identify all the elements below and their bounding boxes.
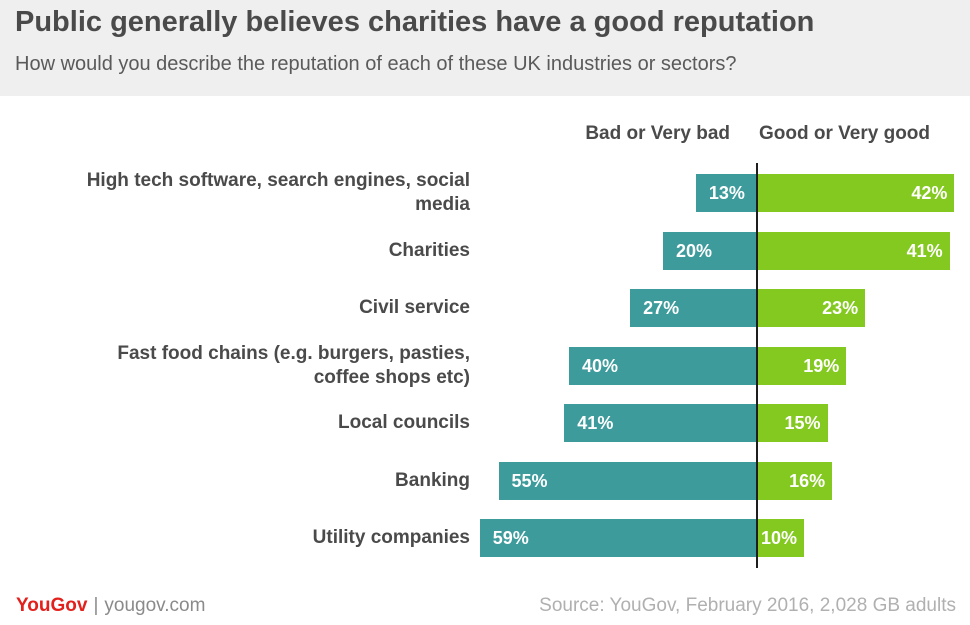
bar-good: 16%: [757, 461, 833, 500]
data-label: 27%: [643, 298, 680, 318]
category-label-line: media: [415, 194, 470, 215]
data-label: 41%: [906, 240, 943, 261]
brand-separator: |: [93, 595, 99, 616]
bar-bad: 20%: [663, 231, 757, 270]
chart-subtitle: How would you describe the reputation of…: [15, 53, 737, 75]
brand-url[interactable]: yougov.com: [104, 595, 206, 616]
bar-bad: 13%: [695, 174, 757, 212]
category-label: Fast food chains (e.g. burgers, pasties,…: [0, 342, 470, 390]
bar-good: 23%: [757, 289, 866, 327]
category-label-line: Local councils: [338, 412, 470, 433]
data-label: 40%: [582, 355, 619, 376]
data-label: 41%: [577, 413, 614, 433]
footer-brand: YouGov | yougov.com: [16, 595, 205, 617]
data-label: 13%: [708, 183, 745, 203]
category-label: Utility companies: [0, 526, 470, 550]
data-label: 20%: [676, 240, 713, 261]
bar-good: 10%: [757, 519, 804, 557]
data-label: 19%: [803, 355, 840, 376]
bar-good: 19%: [757, 346, 847, 385]
category-label: Banking: [0, 469, 470, 493]
category-label-line: Charities: [388, 239, 470, 261]
category-label: Charities: [0, 239, 470, 263]
category-label: Civil service: [0, 296, 470, 320]
bar-bad: 40%: [569, 346, 757, 385]
bar-good: 15%: [757, 404, 828, 442]
legend-good: Good or Very good: [759, 123, 931, 144]
category-label-line: Civil service: [359, 297, 470, 318]
bar-bad: 27%: [630, 289, 757, 327]
data-label: 23%: [822, 298, 859, 318]
data-label: 42%: [911, 183, 948, 203]
zero-axis: [756, 163, 758, 568]
category-label: Local councils: [0, 411, 470, 435]
bar-bad: 59%: [479, 519, 757, 557]
data-label: 15%: [784, 413, 821, 433]
category-label-line: High tech software, search engines, soci…: [86, 170, 470, 191]
category-label-line: Utility companies: [312, 527, 470, 548]
bar-good: 41%: [757, 231, 950, 270]
legend-bad: Bad or Very bad: [585, 123, 730, 144]
bar-bad: 55%: [498, 461, 757, 500]
bar-good: 42%: [757, 174, 955, 212]
data-label: 16%: [789, 470, 826, 491]
category-label-line: Fast food chains (e.g. burgers, pasties,: [117, 342, 470, 364]
chart-title: Public generally believes charities have…: [15, 6, 815, 38]
category-label-line: Banking: [395, 469, 470, 491]
category-label-line: coffee shops etc): [313, 366, 470, 388]
header-band: Public generally believes charities have…: [0, 0, 970, 96]
bar-bad: 41%: [564, 404, 757, 442]
brand-logo-gov: Gov: [50, 595, 88, 616]
data-label: 10%: [760, 528, 797, 548]
source-note: Source: YouGov, February 2016, 2,028 GB …: [539, 595, 956, 616]
data-label: 55%: [511, 470, 548, 491]
brand-logo-you: You: [16, 595, 51, 616]
data-label: 59%: [492, 528, 529, 548]
category-label: High tech software, search engines, soci…: [0, 169, 470, 217]
